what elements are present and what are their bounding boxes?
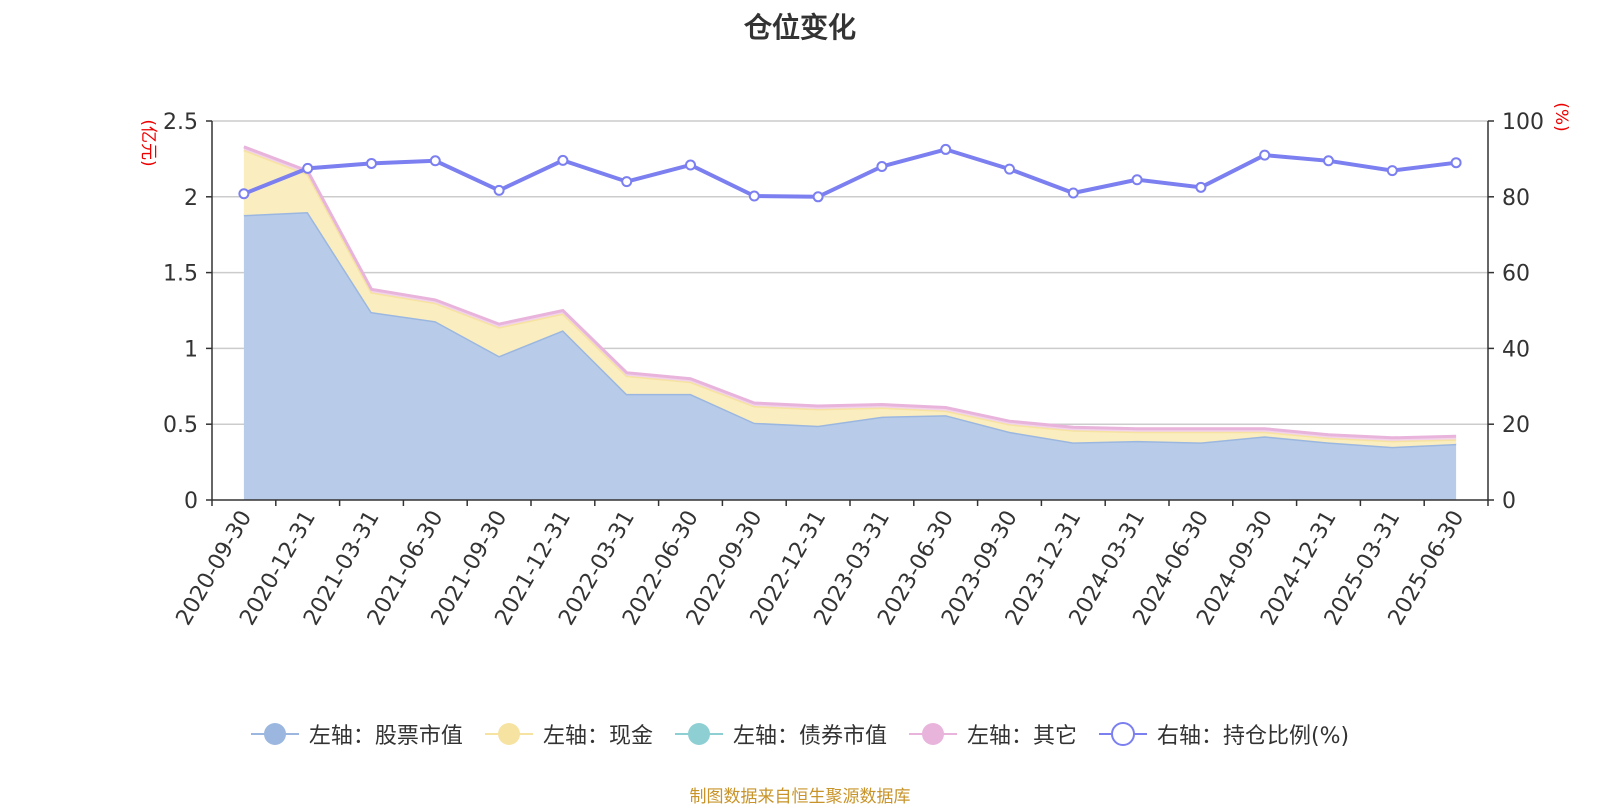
legend: 左轴：股票市值 左轴：现金 左轴：债券市值 左轴：其它 右轴：持仓比例(%) [0,718,1600,750]
y2-tick-label: 100 [1502,110,1544,135]
legend-item[interactable]: 左轴：债券市值 [674,718,887,750]
legend-marker-icon [674,723,723,745]
chart-plot: 00.511.522.5020406080100(亿元)(%)2020-09-3… [138,102,1571,629]
y-tick-label: 0.5 [163,413,198,438]
legend-label: 右轴：持仓比例(%) [1156,724,1350,749]
legend-item[interactable]: 左轴：其它 [908,718,1077,750]
source-note: 制图数据来自恒生聚源数据库 [689,787,911,807]
line-point-holding-ratio [940,143,952,155]
y-tick-label: 0 [184,489,198,514]
legend-marker-icon [250,723,299,745]
y-tick-label: 2.5 [163,110,198,135]
legend-label: 左轴：现金 [542,724,653,749]
legend-marker-icon [908,723,957,745]
line-point-holding-ratio [238,188,250,200]
y2-tick-label: 60 [1502,262,1530,287]
y2-tick-label: 20 [1502,413,1530,438]
line-point-holding-ratio [1067,187,1079,199]
legend-label: 左轴：其它 [966,724,1077,749]
legend-item[interactable]: 左轴：现金 [484,718,653,750]
line-point-holding-ratio [1323,155,1334,167]
y-tick-label: 1 [184,337,198,362]
y2-tick-label: 40 [1502,337,1530,362]
line-point-holding-ratio [748,190,760,202]
y2-tick-label: 0 [1502,489,1516,514]
line-point-holding-ratio [1450,157,1462,169]
area-series-0 [243,212,1457,500]
line-series-holding-ratio [243,147,1457,199]
line-point-holding-ratio [429,155,441,167]
y-tick-label: 1.5 [163,262,198,287]
line-point-holding-ratio [812,191,824,203]
legend-marker-icon [1098,722,1147,746]
legend-item[interactable]: 右轴：持仓比例(%) [1098,718,1350,750]
line-point-holding-ratio [557,154,569,166]
y-axis-unit-label: (亿元) [138,119,158,166]
y2-tick-label: 80 [1502,186,1530,211]
line-point-holding-ratio [493,184,505,196]
y-tick-label: 2 [184,186,198,211]
line-point-holding-ratio [366,157,377,169]
line-point-holding-ratio [1131,174,1143,186]
line-point-holding-ratio [1386,165,1398,177]
line-point-holding-ratio [1259,149,1271,161]
line-point-holding-ratio [685,159,696,171]
line-point-holding-ratio [621,176,633,188]
line-point-holding-ratio [876,160,888,172]
legend-item[interactable]: 左轴：股票市值 [250,718,463,750]
legend-label: 左轴：股票市值 [308,724,463,749]
line-point-holding-ratio [1195,181,1207,193]
legend-marker-icon [484,723,533,745]
legend-label: 左轴：债券市值 [732,724,887,749]
y2-axis-unit-label: (%) [1551,102,1571,131]
chart-title: 仓位变化 [743,11,856,44]
line-point-holding-ratio [1004,163,1015,175]
line-point-holding-ratio [302,162,314,174]
area-line-series-3 [243,145,1457,440]
